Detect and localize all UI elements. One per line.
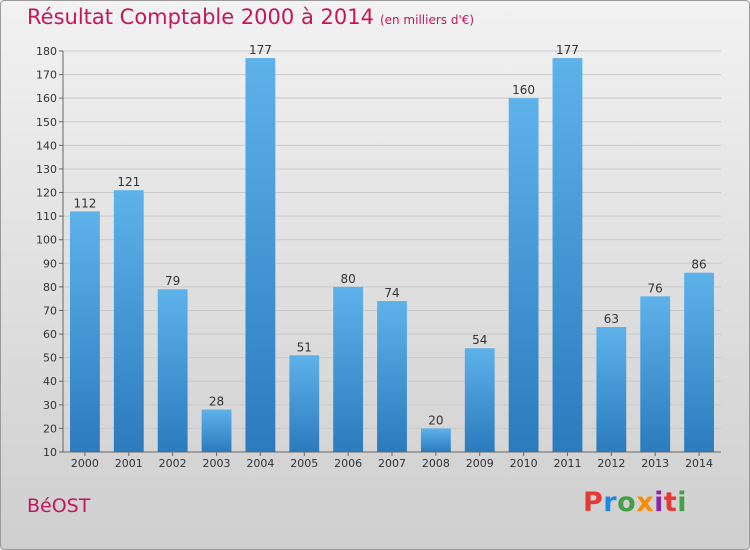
y-tick-label: 40 [43, 375, 57, 388]
data-label: 51 [297, 340, 312, 354]
y-tick-label: 160 [36, 92, 57, 105]
data-label: 76 [648, 281, 663, 295]
x-tick-label: 2007 [378, 457, 406, 470]
data-label: 79 [165, 274, 180, 288]
bar [552, 58, 583, 452]
proxiti-logo: Proxiti [583, 487, 687, 518]
data-label: 20 [428, 413, 443, 427]
logo-letter: i [677, 487, 688, 518]
bar [420, 428, 451, 452]
bar [464, 348, 495, 452]
bar [201, 409, 232, 452]
y-tick-label: 60 [43, 328, 57, 341]
y-tick-label: 70 [43, 304, 57, 317]
y-tick-label: 140 [36, 139, 57, 152]
data-label: 160 [512, 83, 535, 97]
bar [157, 289, 188, 452]
commune-name: BéOST [27, 495, 91, 517]
x-tick-label: 2001 [115, 457, 143, 470]
data-label: 86 [691, 258, 706, 272]
y-tick-label: 30 [43, 399, 57, 412]
y-tick-label: 90 [43, 257, 57, 270]
chart-title: Résultat Comptable 2000 à 2014 (en millie… [27, 5, 475, 29]
y-tick-label: 110 [36, 210, 57, 223]
bar [245, 58, 276, 452]
data-label: 177 [556, 43, 579, 57]
bar [333, 286, 364, 452]
logo-letter: o [617, 487, 637, 518]
x-tick-label: 2005 [290, 457, 318, 470]
data-label: 177 [249, 43, 272, 57]
data-label: 63 [604, 312, 619, 326]
data-label: 112 [73, 196, 96, 210]
bar [596, 326, 627, 452]
bar [684, 272, 714, 452]
x-tick-label: 2013 [641, 457, 669, 470]
y-tick-label: 80 [43, 281, 57, 294]
logo-letter: r [603, 487, 618, 518]
bar [640, 296, 671, 452]
x-tick-label: 2008 [422, 457, 450, 470]
logo-letter: t [663, 487, 678, 518]
data-label: 54 [472, 333, 487, 347]
x-tick-label: 2000 [71, 457, 99, 470]
bar [377, 301, 407, 452]
data-label: 28 [209, 395, 224, 409]
logo-letter: i [654, 487, 664, 518]
x-tick-label: 2003 [203, 457, 231, 470]
logo-letter: x [636, 487, 655, 518]
x-tick-label: 2014 [685, 457, 713, 470]
bar [508, 98, 539, 453]
bars: 112 121 79 28 177 51 80 74 20 54 160 177 63 76 86 [70, 43, 714, 453]
y-tick-label: 10 [43, 446, 57, 459]
axes: 1020304050607080901001101201301401501601… [36, 45, 721, 470]
bar [70, 211, 100, 452]
y-tick-label: 170 [36, 69, 57, 82]
y-tick-label: 50 [43, 352, 57, 365]
logo-letter: P [583, 487, 604, 518]
y-tick-label: 180 [36, 45, 57, 58]
y-tick-label: 20 [43, 422, 57, 435]
x-tick-label: 2010 [510, 457, 538, 470]
x-tick-label: 2004 [246, 457, 274, 470]
y-tick-label: 150 [36, 116, 57, 129]
x-tick-label: 2012 [597, 457, 625, 470]
y-tick-label: 100 [36, 234, 57, 247]
x-tick-label: 2011 [553, 457, 581, 470]
chart-subtitle: (en milliers d'€) [379, 13, 475, 27]
y-tick-label: 120 [36, 187, 57, 200]
x-tick-label: 2009 [466, 457, 494, 470]
y-tick-label: 130 [36, 163, 57, 176]
data-label: 80 [340, 272, 355, 286]
x-tick-label: 2002 [159, 457, 187, 470]
data-label: 121 [117, 175, 140, 189]
bar [289, 355, 320, 452]
x-tick-label: 2006 [334, 457, 362, 470]
bar [113, 190, 144, 452]
data-label: 74 [384, 286, 399, 300]
